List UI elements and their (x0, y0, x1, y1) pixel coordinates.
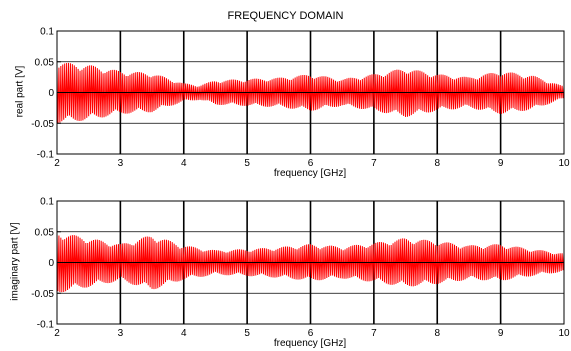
x-tick-label: 4 (181, 158, 187, 169)
x-tick-label: 3 (118, 328, 124, 339)
y-tick-label: 0.1 (40, 27, 54, 38)
x-tick-label: 6 (308, 328, 314, 339)
y-tick-label: 0.05 (35, 227, 55, 238)
x-tick-label: 7 (371, 158, 377, 169)
x-tick-label: 2 (54, 328, 60, 339)
x-tick-label: 8 (434, 158, 440, 169)
real-part-plot: 2 3 4 5 6 7 8 9 10 -0.1 -0.05 0 0.05 0.1 (31, 27, 570, 170)
imaginary-part-ylabel: imaginary part [V] (9, 222, 21, 301)
x-tick-label: 10 (558, 158, 570, 169)
x-tick-label: 9 (498, 158, 504, 169)
x-tick-label: 6 (308, 158, 314, 169)
x-tick-label: 3 (118, 158, 124, 169)
x-tick-label: 5 (244, 328, 250, 339)
imaginary-part-plot: 2 3 4 5 6 7 8 9 10 -0.1 -0.05 0 0.05 0.1 (31, 197, 570, 340)
x-tick-label: 2 (54, 158, 60, 169)
x-tick-label: 9 (498, 328, 504, 339)
real-part-ylabel: real part [V] (14, 65, 26, 118)
y-tick-label: -0.1 (37, 320, 55, 331)
signal-series-line (56, 233, 565, 293)
y-tick-label: 0 (48, 88, 54, 99)
figure-title: FREQUENCY DOMAIN (227, 10, 344, 22)
x-tick-label: 8 (434, 328, 440, 339)
y-tick-label: -0.05 (31, 289, 54, 300)
y-tick-label: -0.05 (31, 119, 54, 130)
x-tick-label: 4 (181, 328, 187, 339)
x-tick-label: 7 (371, 328, 377, 339)
y-tick-label: 0.1 (40, 197, 54, 208)
imaginary-part-xlabel: frequency [GHz] (273, 338, 347, 349)
y-tick-label: -0.1 (37, 150, 55, 161)
x-tick-label: 10 (558, 328, 570, 339)
real-part-xlabel: frequency [GHz] (273, 168, 347, 179)
signal-series-line (56, 62, 565, 124)
y-tick-label: 0.05 (35, 57, 55, 68)
x-tick-label: 5 (244, 158, 250, 169)
y-tick-label: 0 (48, 258, 54, 269)
